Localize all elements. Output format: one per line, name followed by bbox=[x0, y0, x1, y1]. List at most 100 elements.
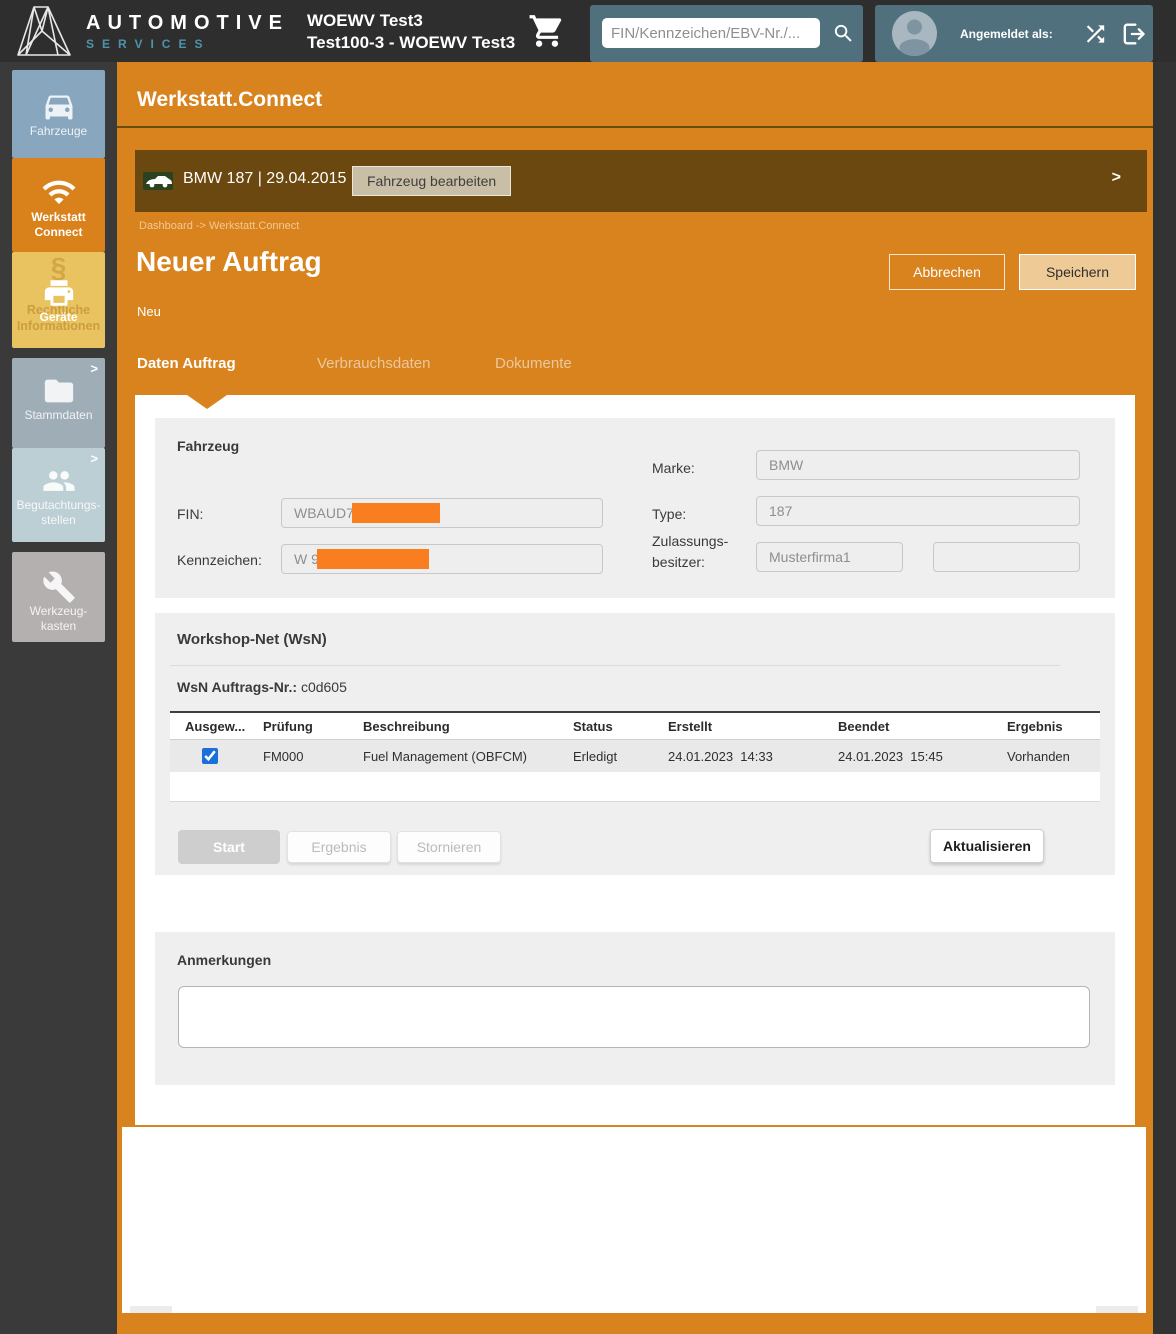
workshop-panel-title: Workshop-Net (WsN) bbox=[177, 631, 327, 648]
aktualisieren-button[interactable]: Aktualisieren bbox=[930, 829, 1044, 863]
zulassungsbesitzer-field-2[interactable] bbox=[933, 542, 1080, 572]
col-beschreibung: Beschreibung bbox=[363, 718, 450, 734]
anmerkungen-panel: Anmerkungen bbox=[155, 932, 1115, 1085]
wsn-table-header: Ausgew... Prüfung Beschreibung Status Er… bbox=[170, 711, 1100, 740]
col-ergebnis: Ergebnis bbox=[1007, 718, 1063, 734]
fin-label: FIN: bbox=[177, 506, 204, 522]
save-button[interactable]: Speichern bbox=[1019, 254, 1136, 290]
edit-vehicle-button[interactable]: Fahrzeug bearbeiten bbox=[352, 166, 512, 196]
sidebar-label-werkzeugkasten: Werkzeug- kasten bbox=[29, 604, 88, 633]
tab-verbrauchsdaten[interactable]: Verbrauchsdaten bbox=[317, 355, 431, 372]
sidebar-item-fahrzeuge[interactable]: Fahrzeuge bbox=[12, 70, 105, 158]
zulassungsbesitzer-field-1[interactable] bbox=[756, 542, 903, 572]
vehicle-bar: BMW 187 | 29.04.2015 Fahrzeug bearbeiten… bbox=[135, 150, 1147, 212]
cell-pruefung: FM000 bbox=[263, 748, 304, 764]
sidebar-label-werkstatt-connect: Werkstatt Connect bbox=[31, 210, 86, 239]
logged-in-label: Angemeldet als: bbox=[960, 27, 1053, 41]
breadcrumb[interactable]: Dashboard -> Werkstatt.Connect bbox=[139, 220, 300, 232]
table-row[interactable]: FM000 Fuel Management (OBFCM) Erledigt 2… bbox=[170, 740, 1100, 772]
cell-erstellt: 24.01.2023 14:33 bbox=[668, 748, 773, 764]
cancel-button[interactable]: Abbrechen bbox=[889, 254, 1005, 290]
type-field[interactable] bbox=[756, 496, 1080, 526]
sidebar-item-werkzeugkasten[interactable]: Werkzeug- kasten bbox=[12, 552, 105, 642]
sidebar-label-stammdaten: Stammdaten bbox=[24, 408, 93, 422]
wsn-auftragsnr-value: c0d605 bbox=[300, 679, 347, 695]
vehicle-title: BMW 187 | 29.04.2015 bbox=[183, 170, 347, 187]
brand-logo-icon bbox=[14, 5, 78, 57]
anmerkungen-textarea[interactable] bbox=[178, 986, 1090, 1048]
wifi-icon bbox=[42, 180, 75, 204]
kennzeichen-field[interactable]: W 9 bbox=[281, 544, 603, 574]
row-checkbox[interactable] bbox=[201, 748, 218, 764]
sidebar-item-werkstatt-connect[interactable]: Werkstatt Connect bbox=[12, 158, 105, 252]
col-erstellt: Erstellt bbox=[668, 718, 713, 734]
workshop-net-panel: Workshop-Net (WsN) WsN Auftrags-Nr.: c0d… bbox=[155, 613, 1115, 875]
marke-field[interactable] bbox=[756, 450, 1080, 480]
fin-field[interactable]: WBAUD7 bbox=[281, 498, 603, 528]
start-button[interactable]: Start bbox=[178, 830, 280, 864]
brand-wordmark: AUTOMOTIVE SERVICES bbox=[86, 12, 289, 51]
user-panel: Angemeldet als: bbox=[875, 5, 1153, 62]
col-beendet: Beendet bbox=[838, 718, 890, 734]
wsn-auftragsnr-label: WsN Auftrags-Nr.: bbox=[177, 679, 298, 695]
table-empty-row bbox=[170, 772, 1100, 802]
tab-content-sheet: Fahrzeug FIN: WBAUD7 Kennzeichen: W 9 Ma… bbox=[135, 395, 1135, 1125]
cell-status: Erledigt bbox=[573, 748, 618, 764]
sidebar-item-geraete[interactable]: § Rechtliche Informationen Geräte bbox=[12, 252, 105, 348]
search-input[interactable] bbox=[602, 18, 820, 48]
kennzeichen-label: Kennzeichen: bbox=[177, 552, 262, 568]
sidebar-label-rechtliche-informationen: Rechtliche Informationen bbox=[16, 303, 101, 333]
ergebnis-button[interactable]: Ergebnis bbox=[287, 831, 391, 863]
paragraph-icon: § bbox=[50, 252, 67, 283]
active-tab-notch bbox=[187, 395, 227, 409]
cell-beendet: 24.01.2023 15:45 bbox=[838, 748, 943, 764]
logout-icon[interactable] bbox=[1119, 20, 1147, 48]
page-status: Neu bbox=[137, 304, 161, 319]
kennzeichen-value: W 9 bbox=[294, 551, 319, 567]
printer-icon bbox=[44, 280, 73, 306]
col-ausgewaehlt: Ausgew... bbox=[185, 718, 246, 734]
type-label: Type: bbox=[652, 506, 687, 522]
car-icon bbox=[45, 95, 72, 120]
marke-label: Marke: bbox=[652, 460, 695, 476]
sidebar-label-fahrzeuge: Fahrzeuge bbox=[29, 124, 88, 138]
col-status: Status bbox=[573, 718, 613, 734]
cell-ergebnis: Vorhanden bbox=[1007, 748, 1070, 764]
sidebar-label-geraete: Geräte bbox=[39, 310, 78, 324]
fahrzeug-panel: Fahrzeug FIN: WBAUD7 Kennzeichen: W 9 Ma… bbox=[155, 418, 1115, 598]
tab-dokumente[interactable]: Dokumente bbox=[495, 355, 572, 372]
folder-icon bbox=[44, 379, 73, 403]
tools-icon bbox=[42, 571, 75, 603]
redaction-block bbox=[351, 503, 440, 523]
main-content: Werkstatt.Connect BMW 187 | 29.04.2015 F… bbox=[117, 62, 1153, 1334]
zulassungsbesitzer-label: Zulassungs- besitzer: bbox=[652, 533, 729, 570]
col-pruefung: Prüfung bbox=[263, 718, 313, 734]
vehicle-bar-chevron-icon[interactable]: > bbox=[1111, 169, 1121, 186]
brand-line2: SERVICES bbox=[86, 37, 211, 51]
brand-line1: AUTOMOTIVE bbox=[86, 12, 289, 34]
sidebar-label-begutachtungsstellen: Begutachtungs- stellen bbox=[16, 498, 101, 527]
chevron-right-icon: > bbox=[90, 361, 98, 376]
scroll-corner bbox=[130, 1306, 172, 1313]
switch-user-icon[interactable] bbox=[1082, 21, 1109, 47]
sidebar-item-stammdaten[interactable]: > Stammdaten bbox=[12, 358, 105, 448]
cell-beschreibung: Fuel Management (OBFCM) bbox=[363, 748, 527, 764]
context-title-line2: Test100-3 - WOEWV Test3 bbox=[307, 33, 516, 52]
global-search-panel bbox=[590, 5, 863, 62]
tab-daten-auftrag[interactable]: Daten Auftrag bbox=[137, 355, 236, 372]
lower-content-sheet bbox=[122, 1127, 1146, 1313]
chevron-right-icon: > bbox=[90, 451, 98, 466]
sidebar: Fahrzeuge Werkstatt Connect § Rechtliche… bbox=[0, 62, 117, 1334]
header-divider bbox=[117, 126, 1153, 128]
vehicle-thumbnail-icon bbox=[143, 172, 173, 190]
people-icon bbox=[42, 471, 75, 491]
panel-divider bbox=[170, 665, 1060, 666]
stornieren-button[interactable]: Stornieren bbox=[397, 831, 501, 863]
avatar[interactable] bbox=[892, 11, 937, 56]
fahrzeug-panel-title: Fahrzeug bbox=[177, 438, 240, 454]
search-icon[interactable] bbox=[832, 22, 855, 45]
sidebar-item-begutachtungsstellen[interactable]: > Begutachtungs- stellen bbox=[12, 448, 105, 542]
cart-icon[interactable] bbox=[527, 12, 567, 50]
context-title-line1: WOEWV Test3 bbox=[307, 11, 423, 30]
top-header: AUTOMOTIVE SERVICES WOEWV Test3 Test100-… bbox=[0, 0, 1176, 62]
